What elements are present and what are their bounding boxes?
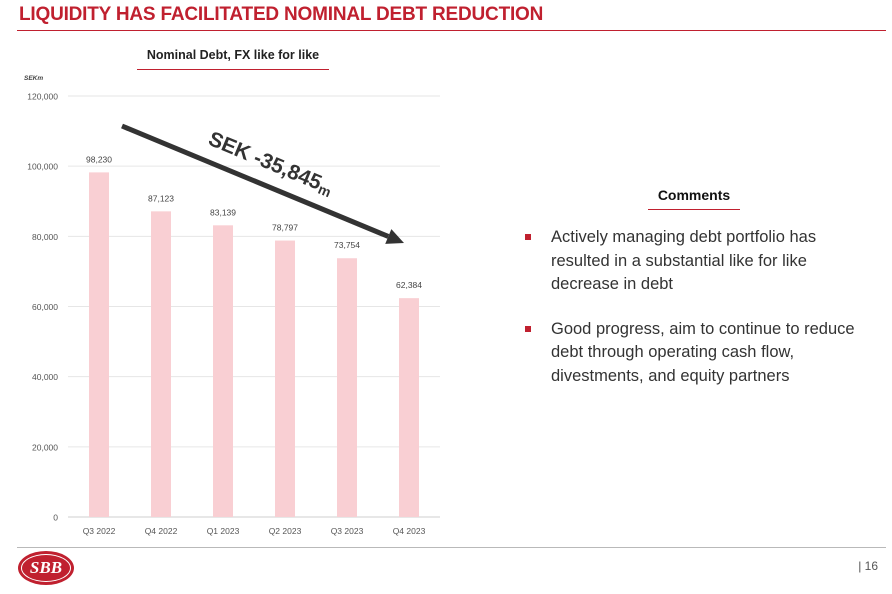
data-label: 62,384 (396, 280, 422, 290)
comment-text: Actively managing debt portfolio has res… (551, 228, 817, 293)
data-label: 73,754 (334, 240, 360, 250)
x-tick-label: Q2 2023 (269, 526, 302, 536)
x-tick-label: Q3 2023 (331, 526, 364, 536)
sbb-logo: SBB (18, 551, 74, 585)
data-label: 78,797 (272, 223, 298, 233)
logo-ring (21, 554, 71, 582)
chart-title: Nominal Debt, FX like for like (146, 48, 320, 62)
nominal-debt-chart: SEKm 0 20,000 40,000 60,000 80,000 100,000 120,… (24, 75, 440, 536)
x-tick-label: Q4 2023 (393, 526, 426, 536)
bar (337, 258, 357, 517)
y-tick-label: 80,000 (32, 232, 58, 242)
y-tick-label: 20,000 (32, 442, 58, 452)
y-tick-label: 40,000 (32, 372, 58, 382)
chart-title-underline (137, 69, 329, 70)
slide-title: LIQUIDITY HAS FACILITATED NOMINAL DEBT R… (19, 4, 544, 25)
bar (151, 211, 171, 517)
x-tick-label: Q1 2023 (207, 526, 240, 536)
title-underline (17, 30, 886, 31)
data-label: 83,139 (210, 207, 236, 217)
comment-item: Good progress, aim to continue to reduce… (522, 318, 862, 389)
x-tick-label: Q3 2022 (83, 526, 116, 536)
y-tick-label: 0 (53, 513, 58, 523)
comments-heading: Comments (657, 187, 731, 203)
debt-reduction-arrow (121, 123, 390, 239)
y-tick-label: 120,000 (27, 92, 58, 102)
comment-text: Good progress, aim to continue to reduce… (551, 319, 855, 385)
y-tick-label: 100,000 (27, 162, 58, 172)
bullet-square-icon (525, 325, 531, 332)
y-tick-label: 60,000 (32, 302, 58, 312)
comments-list: Actively managing debt portfolio has res… (522, 226, 862, 409)
bullet-square-icon (525, 234, 531, 240)
arrow-head-icon (385, 229, 404, 244)
bar (89, 172, 109, 518)
comment-item: Actively managing debt portfolio has res… (522, 226, 862, 297)
bar (275, 240, 295, 517)
bar (213, 225, 233, 517)
bar (399, 298, 419, 517)
logo-text: SBB (29, 558, 63, 577)
data-label: 98,230 (86, 154, 112, 164)
comments-underline (648, 209, 740, 210)
x-tick-label: Q4 2022 (145, 526, 178, 536)
footer-divider (17, 547, 886, 548)
y-unit-label: SEKm (24, 75, 43, 82)
data-label: 87,123 (148, 193, 174, 203)
reduction-unit: m (316, 181, 334, 201)
page-number: | 16 (858, 559, 878, 573)
